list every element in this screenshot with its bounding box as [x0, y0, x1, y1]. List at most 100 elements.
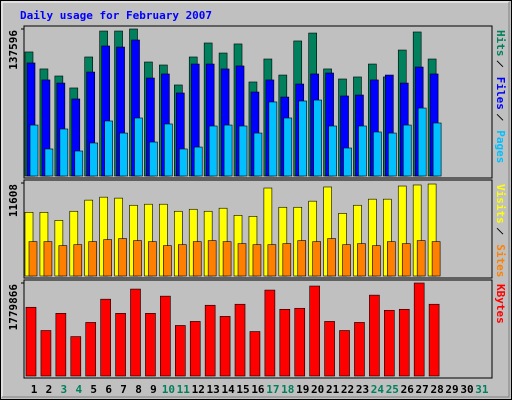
bar: [372, 245, 381, 277]
x-tick-label: 2: [46, 383, 53, 396]
bar: [357, 243, 366, 277]
bar: [43, 241, 53, 277]
bar: [103, 239, 112, 277]
bar: [130, 288, 141, 377]
bar: [252, 244, 262, 277]
bar: [416, 240, 426, 277]
bar: [342, 244, 351, 277]
bar: [373, 131, 382, 177]
x-tick-label: 4: [75, 383, 82, 396]
bar: [70, 336, 82, 377]
bar: [387, 241, 396, 277]
bar: [237, 243, 247, 277]
x-tick-label: 9: [150, 383, 157, 396]
x-tick-label: 7: [120, 383, 127, 396]
bar: [223, 124, 233, 177]
bar: [192, 241, 202, 277]
bar: [328, 125, 337, 177]
bar: [294, 307, 306, 377]
bar: [413, 282, 425, 377]
y-tick-label: 11608: [7, 184, 20, 217]
x-tick-label: 12: [192, 383, 205, 396]
bar: [134, 117, 143, 177]
x-tick-label: 19: [296, 383, 309, 396]
bar: [189, 321, 201, 377]
bar: [175, 325, 186, 377]
bar: [253, 132, 263, 177]
bar: [29, 124, 39, 177]
x-tick-label: 22: [341, 383, 354, 396]
bar: [207, 240, 217, 277]
bar: [74, 150, 84, 177]
bar: [222, 241, 232, 277]
x-tick-label: 26: [401, 383, 415, 396]
x-tick-label: 25: [386, 383, 399, 396]
legend-entry: Pages: [494, 130, 507, 163]
bar: [59, 128, 69, 177]
x-tick-label: 3: [61, 383, 68, 396]
bar: [118, 238, 127, 277]
bar: [85, 322, 97, 377]
bar: [164, 123, 173, 177]
bar: [339, 330, 350, 377]
bar: [58, 245, 68, 277]
bar: [133, 240, 142, 277]
bar: [313, 99, 322, 177]
x-tick-label: 13: [207, 383, 220, 396]
x-tick-label: 30: [460, 383, 473, 396]
bar: [417, 107, 427, 177]
chart-title: Daily usage for February 2007: [20, 9, 212, 22]
bar: [145, 313, 156, 377]
bar: [25, 306, 37, 377]
bar: [428, 303, 440, 377]
y-tick-label: 1779866: [7, 284, 20, 331]
bar: [28, 241, 38, 277]
bar: [148, 241, 157, 277]
x-tick-label: 16: [251, 383, 265, 396]
x-tick-label: 20: [311, 383, 324, 396]
bar: [279, 308, 291, 377]
bar: [115, 313, 126, 377]
bar: [179, 148, 188, 177]
bar: [283, 117, 293, 177]
x-tick-label: 6: [105, 383, 112, 396]
bar: [264, 289, 276, 377]
x-tick-label: 10: [162, 383, 175, 396]
legend-separator: [496, 113, 504, 121]
legend-entry: Files: [494, 77, 507, 110]
legend-entry: Visits: [494, 184, 507, 224]
bar: [369, 294, 380, 377]
bar: [343, 147, 352, 177]
bar: [401, 243, 411, 277]
bar: [44, 148, 54, 177]
bar: [163, 245, 172, 277]
bar: [73, 244, 83, 277]
bar: [312, 241, 321, 277]
x-tick-label: 31: [475, 383, 489, 396]
bar: [324, 321, 335, 377]
x-tick-label: 8: [135, 383, 142, 396]
bar: [398, 308, 410, 377]
bar: [282, 243, 292, 277]
x-tick-label: 23: [356, 383, 369, 396]
legend-separator: [496, 227, 504, 235]
bar: [358, 125, 367, 177]
bar: [219, 316, 231, 377]
x-tick-label: 28: [430, 383, 443, 396]
x-tick-label: 5: [90, 383, 97, 396]
bar: [104, 120, 113, 177]
legend-entry: Sites: [494, 244, 507, 277]
bar: [204, 304, 216, 377]
bar: [402, 124, 412, 177]
bar: [40, 330, 52, 377]
x-tick-label: 11: [177, 383, 191, 396]
x-tick-label: 14: [221, 383, 235, 396]
bar: [178, 244, 187, 277]
bar: [88, 241, 98, 277]
bar: [160, 295, 171, 377]
legend-entry: KBytes: [494, 284, 507, 324]
bar: [431, 241, 441, 277]
